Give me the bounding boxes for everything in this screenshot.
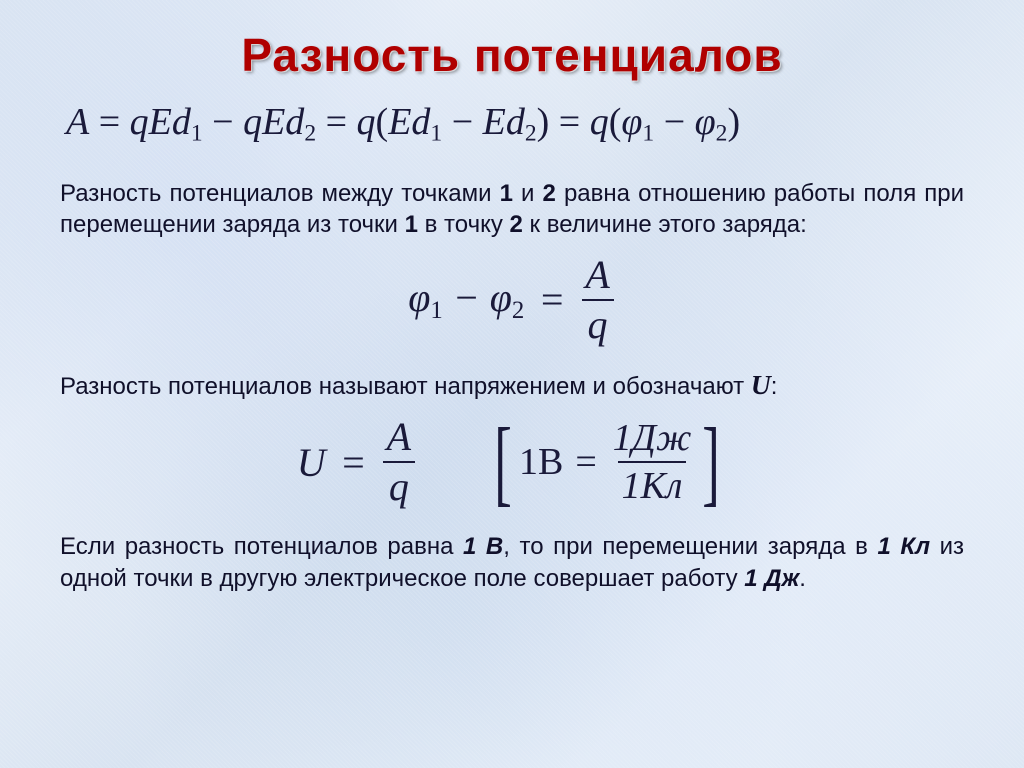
eq1-t3b: Ed xyxy=(388,101,430,143)
slide-title: Разность потенциалов xyxy=(60,28,964,82)
equation-work: A = qEd1 − qEd2 = q(Ed1 − Ed2) = q(φ1 − … xyxy=(66,100,964,148)
eq3-den: q xyxy=(383,461,415,507)
eq1-rp: ) xyxy=(537,101,550,143)
p1-tail: к величине этого заряда: xyxy=(523,211,807,238)
eq3-fraction: A q xyxy=(381,417,417,507)
unit-eq: = xyxy=(575,440,596,484)
p1-n2: 2 xyxy=(543,180,556,207)
eq1-eq3: = xyxy=(549,101,589,143)
unit-definition: [ 1B = 1Дж 1Кл ] xyxy=(487,419,727,505)
eq2-phi1: φ xyxy=(408,275,430,320)
eq3-num: A xyxy=(381,417,417,461)
eq1-phi1: φ xyxy=(621,101,642,143)
eq1-m2: − xyxy=(442,101,482,143)
p3-v3: 1 Дж xyxy=(744,565,799,592)
eq2-eq: = xyxy=(538,276,565,323)
eq1-t3s1: 1 xyxy=(430,121,442,147)
paragraph-conclusion: Если разность потенциалов равна 1 В, то … xyxy=(60,531,964,594)
p2-text: Разность потенциалов называют напряжение… xyxy=(60,373,751,400)
slide: Разность потенциалов A = qEd1 − qEd2 = q… xyxy=(0,0,1024,768)
paragraph-voltage: Разность потенциалов называют напряжение… xyxy=(60,367,964,403)
eq2-den: q xyxy=(582,299,614,345)
left-bracket-icon: [ xyxy=(494,424,512,501)
p1-n4: 2 xyxy=(510,211,523,238)
eq3-U: U xyxy=(297,439,326,486)
eq2-num: A xyxy=(579,255,615,299)
eq2-fraction: A q xyxy=(579,255,615,345)
eq1-eq2: = xyxy=(316,101,356,143)
p3-p1: Если разность потенциалов равна xyxy=(60,533,463,560)
p3-v2: 1 Кл xyxy=(877,533,930,560)
eq3-eq: = xyxy=(340,439,367,486)
p2-colon: : xyxy=(771,373,778,400)
p1-lead: Разность потенциалов между точками xyxy=(60,180,500,207)
paragraph-definition: Разность потенциалов между точками 1 и 2… xyxy=(60,178,964,241)
eq1-t3s2: 2 xyxy=(525,121,537,147)
unit-lhs: 1B xyxy=(519,440,563,484)
eq1-phi2: φ xyxy=(695,101,716,143)
equation-voltage-row: U = A q [ 1B = 1Дж 1Кл ] xyxy=(60,417,964,507)
equation-U: U = A q xyxy=(297,417,417,507)
eq1-eq1: = xyxy=(89,101,129,143)
eq2-s2: 2 xyxy=(512,297,524,324)
eq1-lp: ( xyxy=(376,101,389,143)
eq1-t1s: 1 xyxy=(191,121,203,147)
unit-fraction: 1Дж 1Кл xyxy=(609,419,696,505)
eq1-rp2: ) xyxy=(727,101,740,143)
p1-n1: 1 xyxy=(500,180,513,207)
eq1-t3c: Ed xyxy=(483,101,525,143)
eq1-s1: 1 xyxy=(642,121,654,147)
eq1-t2a: qEd xyxy=(243,101,304,143)
eq1-m3: − xyxy=(654,101,694,143)
p3-p2: , то при перемещении заряда в xyxy=(503,533,877,560)
unit-den: 1Кл xyxy=(618,461,687,505)
eq1-minus1: − xyxy=(203,101,243,143)
eq2-phi2: φ xyxy=(490,275,512,320)
eq1-lp2: ( xyxy=(609,101,622,143)
equation-potential-difference: φ1 − φ2 = A q xyxy=(60,255,964,345)
eq1-t4a: q xyxy=(590,101,609,143)
eq1-t3a: q xyxy=(357,101,376,143)
p1-mid3: в точку xyxy=(418,211,510,238)
p3-p4: . xyxy=(799,565,806,592)
p3-v1: 1 В xyxy=(463,533,503,560)
right-bracket-icon: ] xyxy=(703,424,721,501)
eq1-t1a: qEd xyxy=(130,101,191,143)
p2-U: U xyxy=(751,369,771,400)
eq2-minus: − xyxy=(443,275,490,320)
unit-num: 1Дж xyxy=(609,419,696,461)
eq1-A: A xyxy=(66,101,89,143)
p1-n3: 1 xyxy=(405,211,418,238)
p1-mid1: и xyxy=(513,180,543,207)
eq1-t2s: 2 xyxy=(304,121,316,147)
eq1-s2: 2 xyxy=(716,121,728,147)
eq2-s1: 1 xyxy=(430,297,442,324)
